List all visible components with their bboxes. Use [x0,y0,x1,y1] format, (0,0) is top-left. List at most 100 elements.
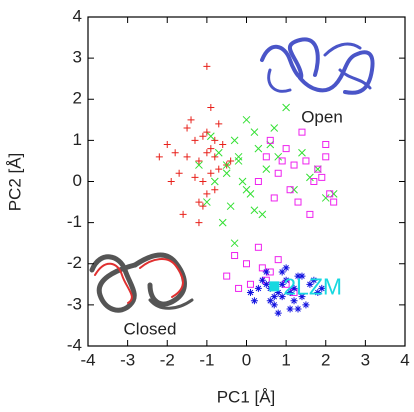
x-tick-label: -1 [199,350,214,369]
point [294,272,302,280]
point [203,62,211,70]
point [270,293,278,301]
point [250,297,258,305]
point [290,161,298,169]
point [238,177,247,186]
point [286,289,294,297]
y-tick-label: 2 [73,89,82,108]
point [306,280,314,288]
point [282,276,290,284]
point [191,136,199,144]
point [218,218,227,227]
point [230,136,239,145]
point [262,268,270,276]
point [230,239,239,248]
y-tick-label: 3 [73,48,82,67]
point [298,148,306,157]
point [278,157,286,165]
point [203,190,211,198]
point [290,185,298,194]
point [310,276,318,284]
point [215,120,223,128]
point [258,210,267,219]
point [318,173,326,181]
point [211,136,219,144]
point [330,198,338,206]
point [318,284,326,292]
point [211,153,219,161]
point [270,124,279,132]
point [298,293,306,301]
point [258,264,266,272]
point [266,140,275,149]
point [290,284,298,292]
point [191,173,199,181]
point [214,148,223,157]
point [203,198,211,206]
point [329,189,338,198]
point [278,293,286,301]
point [274,152,283,161]
point [195,219,203,227]
point [262,165,271,174]
point [243,260,250,268]
point [226,202,235,211]
point [215,165,223,173]
point [274,169,282,177]
y-tick-label: -2 [67,253,82,272]
point [314,165,322,173]
point [298,272,306,280]
point [298,128,306,136]
y-tick-label: -4 [67,335,82,354]
point [199,178,207,185]
point [302,157,310,165]
reference-point [269,281,280,292]
point [175,169,183,177]
point [254,284,262,292]
point [322,140,330,148]
point [246,289,254,297]
point [270,301,278,309]
point [286,305,294,313]
point [294,198,302,206]
point [171,149,179,157]
point [278,280,286,288]
point [274,256,282,264]
point [234,157,243,165]
point [163,140,171,148]
point [155,153,163,161]
point [167,178,175,185]
x-tick-label: 3 [361,350,370,369]
x-tick-label: 0 [242,350,251,369]
x-tick-label: -3 [120,350,135,369]
point [222,161,231,169]
point [183,153,191,161]
point [310,178,318,185]
x-tick-label: -2 [160,350,175,369]
closed-structure [89,252,194,313]
point [290,297,298,305]
point [199,132,207,140]
annotation: 2LZM [283,273,342,299]
point [199,202,207,210]
point [219,140,227,148]
point [321,194,330,202]
y-tick-label: 1 [73,130,82,149]
point [183,124,191,132]
point [274,289,282,297]
point [270,194,278,202]
point [203,128,211,136]
point [266,136,274,144]
point [250,206,259,215]
point [322,153,330,161]
point [222,169,231,178]
point [227,157,235,165]
point [282,103,290,112]
point [313,165,322,174]
point [207,169,215,177]
point [306,173,314,182]
point [314,289,322,297]
x-tick-label: 2 [321,350,330,369]
